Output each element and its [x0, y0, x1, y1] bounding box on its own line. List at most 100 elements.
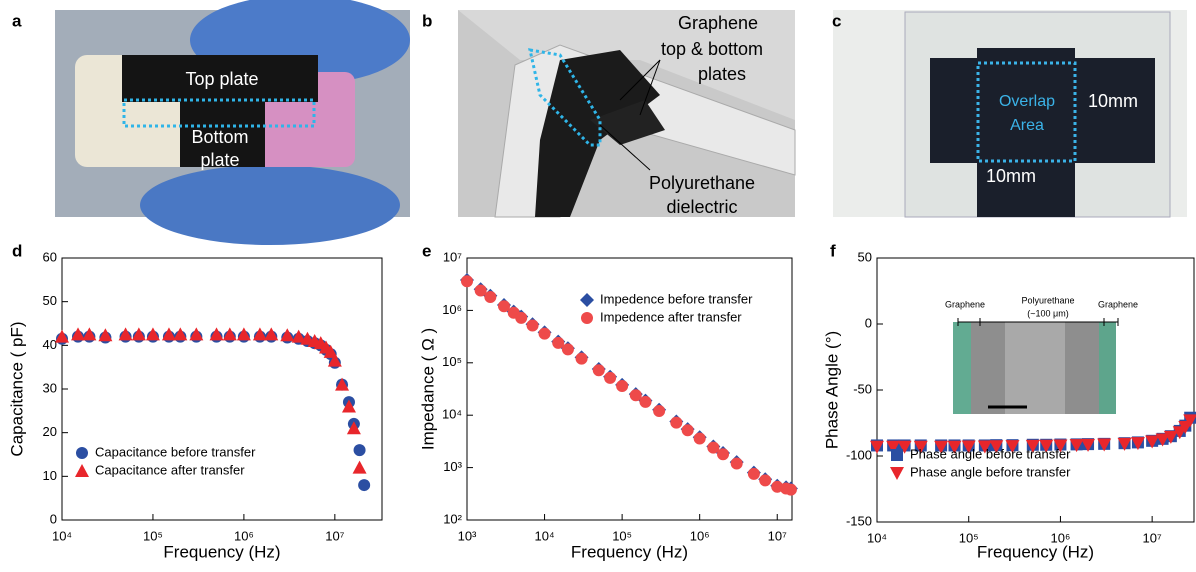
legend-marker — [890, 467, 904, 480]
marker — [592, 364, 605, 377]
marker — [323, 344, 338, 358]
marker — [55, 329, 69, 343]
x-tick-label: 10⁷ — [1143, 530, 1162, 545]
marker — [526, 319, 539, 332]
marker — [629, 389, 642, 402]
marker — [977, 440, 992, 454]
inset-image — [1099, 322, 1116, 414]
marker — [707, 441, 720, 454]
y-tick-label: 10⁵ — [442, 354, 462, 369]
legend-marker — [581, 312, 593, 324]
y-tick-label: -150 — [846, 513, 872, 528]
panel-label: a — [12, 11, 22, 30]
y-tick-label: 10² — [443, 511, 462, 526]
photo-label: Polyurethane — [649, 173, 755, 193]
marker — [1039, 439, 1054, 453]
legend-label: Capacitance before transfer — [95, 444, 256, 459]
x-tick-label: 10⁷ — [325, 528, 344, 543]
x-tick-label: 10⁵ — [959, 530, 979, 545]
marker — [747, 467, 760, 480]
y-tick-label: 50 — [858, 249, 872, 264]
inset-label: Polyurethane — [1021, 295, 1074, 305]
marker — [870, 440, 884, 454]
x-tick-label: 10⁶ — [1051, 530, 1071, 545]
legend-label: Impedence before transfer — [600, 291, 753, 306]
inset-label: Graphene — [1098, 299, 1138, 309]
marker — [474, 284, 487, 297]
marker — [353, 444, 366, 457]
y-tick-label: 10⁷ — [443, 249, 462, 264]
marker — [346, 421, 361, 435]
photo-label: plate — [200, 150, 239, 170]
x-tick-label: 10⁴ — [867, 530, 887, 545]
photo-label: top & bottom — [661, 39, 763, 59]
marker — [897, 440, 912, 454]
x-axis-label: Frequency (Hz) — [977, 542, 1094, 561]
legend-label: Impedence after transfer — [600, 309, 742, 324]
x-tick-label: 10⁶ — [690, 528, 710, 543]
photo-label: Area — [1010, 117, 1044, 134]
panel-label: c — [832, 11, 841, 30]
y-tick-label: 10⁴ — [442, 407, 462, 422]
marker — [616, 380, 629, 393]
x-tick-label: 10⁷ — [768, 528, 787, 543]
marker — [1081, 438, 1096, 452]
marker — [98, 328, 113, 342]
marker — [189, 327, 204, 341]
photo-label: Graphene — [678, 13, 758, 33]
marker — [173, 327, 188, 341]
y-axis-label: Capacitance ( pF) — [7, 321, 26, 456]
inset-label: (~100 μm) — [1027, 308, 1068, 318]
marker — [280, 328, 295, 342]
marker — [1183, 414, 1196, 428]
marker — [681, 424, 694, 437]
marker — [639, 395, 652, 408]
legend-label: Phase angle before transfer — [910, 464, 1071, 479]
marker — [670, 416, 683, 429]
marker — [730, 457, 743, 470]
inset-image — [953, 322, 971, 414]
photo-label: dielectric — [666, 197, 737, 217]
marker — [552, 336, 565, 349]
marker — [118, 327, 133, 341]
marker — [604, 371, 617, 384]
legend-label: Capacitance after transfer — [95, 462, 245, 477]
marker — [784, 483, 797, 496]
photo-label: 10mm — [986, 166, 1036, 186]
inset-image — [1005, 322, 1065, 414]
marker — [131, 327, 146, 341]
y-axis-label: Impedance ( Ω ) — [418, 328, 437, 450]
panel-label: b — [422, 11, 432, 30]
marker — [352, 460, 367, 474]
x-axis-label: Frequency (Hz) — [571, 542, 688, 561]
marker — [145, 327, 160, 341]
legend-marker — [76, 447, 88, 459]
legend-label: Phase angle before transfer — [910, 446, 1071, 461]
marker — [1145, 435, 1160, 449]
photo-label: Top plate — [185, 69, 258, 89]
marker — [327, 353, 342, 367]
marker — [484, 291, 497, 304]
marker — [913, 440, 928, 454]
marker — [461, 275, 473, 288]
x-tick-label: 10⁵ — [143, 528, 163, 543]
photo-a — [55, 0, 410, 245]
marker — [71, 327, 86, 341]
marker — [1163, 430, 1178, 444]
marker — [358, 479, 371, 492]
x-tick-label: 10⁴ — [52, 528, 72, 543]
marker — [209, 327, 224, 341]
y-tick-label: 20 — [43, 424, 57, 439]
inset: Graphene Polyurethane (~100 μm) Graphene — [945, 295, 1138, 414]
y-axis-label: Phase Angle (°) — [822, 331, 841, 449]
y-tick-label: 10⁶ — [442, 302, 462, 317]
marker — [1069, 439, 1084, 453]
marker — [717, 448, 730, 461]
marker — [934, 440, 949, 454]
marker — [252, 327, 267, 341]
marker — [961, 440, 976, 454]
marker — [1053, 439, 1068, 453]
panel-label: e — [422, 241, 431, 260]
y-tick-label: -100 — [846, 447, 872, 462]
